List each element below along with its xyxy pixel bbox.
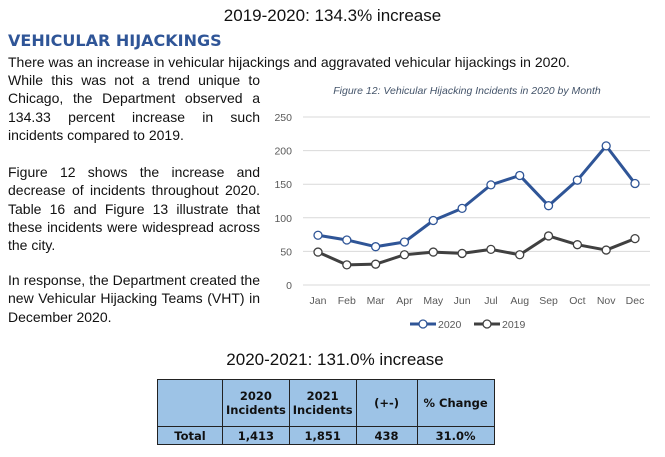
x-tick-label: Jun [454, 295, 471, 307]
y-tick-label: 150 [274, 179, 292, 191]
y-tick-label: 0 [286, 280, 292, 292]
cell: 31.0% [416, 426, 495, 445]
cell: 438 [355, 426, 418, 445]
x-tick-label: Aug [510, 295, 529, 307]
x-tick-label: Nov [597, 295, 616, 307]
data-point-2020 [428, 215, 438, 226]
data-point-2020 [543, 201, 554, 211]
section-heading: VEHICULAR HIJACKINGS [8, 31, 222, 50]
header-cell: % Change [416, 379, 495, 427]
section-title-2020-2021: 2020-2021: 131.0% increase [226, 350, 444, 369]
x-tick-label: Jul [484, 295, 497, 307]
x-tick-label: Oct [569, 295, 585, 307]
data-point-2019 [543, 231, 554, 241]
header-cell: (+-) [355, 379, 418, 427]
data-point-2020 [313, 230, 323, 240]
x-tick-label: Mar [367, 295, 386, 307]
series-line-2019 [317, 234, 636, 267]
x-tick-label: Apr [396, 295, 413, 307]
x-tick-label: Dec [626, 295, 645, 307]
data-point-2019 [399, 250, 410, 260]
data-point-2019 [457, 248, 467, 259]
legend-label: 2020 [438, 319, 462, 331]
y-tick-label: 200 [274, 146, 292, 158]
paragraph-1: While this was not a trend unique to Chi… [8, 72, 260, 143]
legend-marker-2019 [482, 319, 492, 329]
header-cell: 2021 Incidents [288, 379, 357, 427]
header-cell: 2020 Incidents [222, 379, 290, 427]
table-header-row: 2020 Incidents 2021 Incidents (+-) % Cha… [157, 379, 495, 427]
data-point-2019 [486, 244, 496, 255]
data-point-2019 [515, 250, 525, 260]
y-tick-label: 50 [280, 246, 292, 258]
data-point-2019 [572, 240, 583, 250]
table-row: Total 1,413 1,851 438 31.0% [157, 426, 495, 445]
x-tick-label: Jan [310, 295, 327, 307]
data-point-2019 [630, 233, 640, 244]
y-tick-label: 100 [274, 213, 292, 225]
cell: 1,413 [222, 426, 290, 445]
paragraph-2: Figure 12 shows the increase and decreas… [8, 164, 260, 254]
data-point-2019 [428, 247, 438, 257]
line-chart: Figure 12: Vehicular Hijacking Incidents… [274, 85, 650, 331]
data-point-2020 [572, 175, 583, 185]
intro-text: There was an increase in vehicular hijac… [8, 54, 570, 70]
data-point-2020 [630, 178, 640, 189]
data-point-2020 [370, 242, 381, 252]
data-point-2020 [399, 237, 410, 247]
data-point-2020 [457, 203, 467, 214]
data-point-2020 [486, 180, 496, 190]
header-cell [157, 379, 223, 427]
data-point-2020 [342, 235, 352, 245]
incidents-table: 2020 Incidents 2021 Incidents (+-) % Cha… [157, 379, 495, 445]
x-tick-label: Sep [539, 295, 558, 307]
data-point-2019 [342, 260, 352, 270]
data-point-2020 [515, 170, 525, 181]
x-tick-label: Feb [338, 295, 356, 307]
data-point-2020 [601, 141, 611, 151]
series-line-2020 [317, 144, 637, 249]
data-point-2019 [601, 245, 611, 255]
chart-title: Figure 12: Vehicular Hijacking Incidents… [333, 85, 601, 97]
paragraph-3: In response, the Department created the … [8, 272, 260, 325]
cell: 1,851 [288, 426, 357, 445]
legend-marker-2020 [418, 319, 428, 329]
data-point-2019 [370, 259, 381, 269]
x-tick-label: May [423, 295, 444, 307]
row-label: Total [157, 426, 223, 445]
section-title-2019-2020: 2019-2020: 134.3% increase [223, 6, 442, 25]
data-point-2019 [313, 247, 323, 257]
y-tick-label: 250 [274, 112, 292, 124]
legend-label: 2019 [502, 319, 526, 331]
